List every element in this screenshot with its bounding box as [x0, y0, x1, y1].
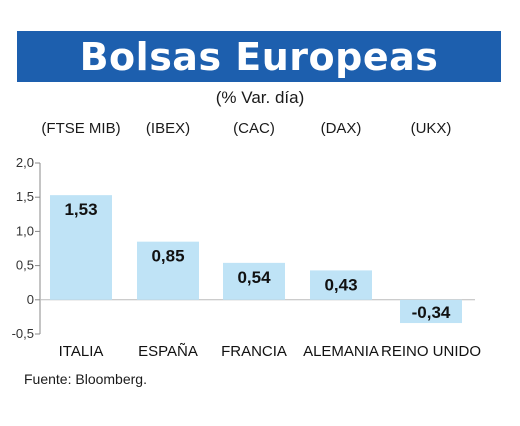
index-label-cac: (CAC): [233, 120, 275, 137]
y-tick-label: 1,0: [16, 223, 34, 238]
data-label: -0,34: [412, 303, 451, 322]
category-label: ALEMANIA: [303, 343, 379, 360]
y-tick-label: 0,5: [16, 258, 34, 273]
chart-title: Bolsas Europeas: [79, 34, 439, 79]
index-label-dax: (DAX): [320, 120, 362, 137]
bar: [137, 241, 199, 300]
title-band: Bolsas Europeas: [17, 31, 501, 82]
data-label: 1,53: [64, 200, 97, 219]
data-label: 0,43: [324, 275, 357, 294]
bar: [50, 195, 112, 300]
index-label-ftse-mib: (FTSE MIB): [41, 120, 121, 137]
category-label: ITALIA: [59, 343, 104, 360]
y-tick-label: 0: [27, 292, 34, 307]
y-tick-label: 1,5: [16, 189, 34, 204]
chart-subtitle: (% Var. día): [215, 88, 305, 107]
y-tick-label: -0,5: [12, 326, 34, 341]
index-label-ibex: (IBEX): [145, 120, 191, 137]
bar: [310, 270, 372, 300]
category-label: REINO UNIDO: [381, 343, 481, 360]
bar: [223, 262, 285, 300]
data-label: 0,54: [237, 268, 271, 287]
bar: [400, 299, 462, 324]
data-label: 0,85: [151, 247, 184, 266]
source-note: Fuente: Bloomberg.: [24, 371, 147, 387]
y-tick-label: 2,0: [16, 155, 34, 170]
category-label: FRANCIA: [221, 343, 287, 360]
category-label: ESPAÑA: [138, 343, 198, 360]
index-label-ukx: (UKX): [410, 120, 452, 137]
